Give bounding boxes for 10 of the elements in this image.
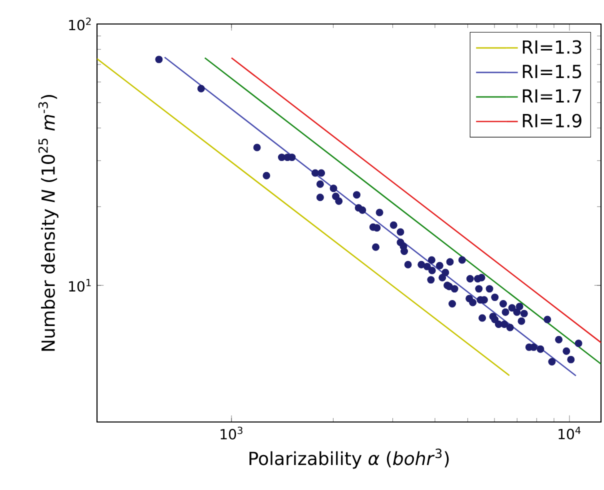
y-tick-label: 10$^{1}$	[69, 279, 91, 292]
y-axis-title: Number density N (10$^{25}$ m$^{-3}$)	[38, 95, 58, 351]
y-tick-label: 10$^{2}$	[69, 18, 91, 30]
legend-label: RI=1.3	[522, 40, 582, 54]
x-tick-label: 10$^{3}$	[220, 426, 242, 440]
x-tick-label: 10$^{4}$	[558, 426, 581, 440]
x-axis-title: Polarizability α (bohr$^{3}$)	[250, 448, 449, 469]
legend-label: RI=1.9	[522, 114, 582, 128]
legend-label: RI=1.5	[522, 64, 582, 78]
legend-label: RI=1.7	[522, 89, 582, 102]
